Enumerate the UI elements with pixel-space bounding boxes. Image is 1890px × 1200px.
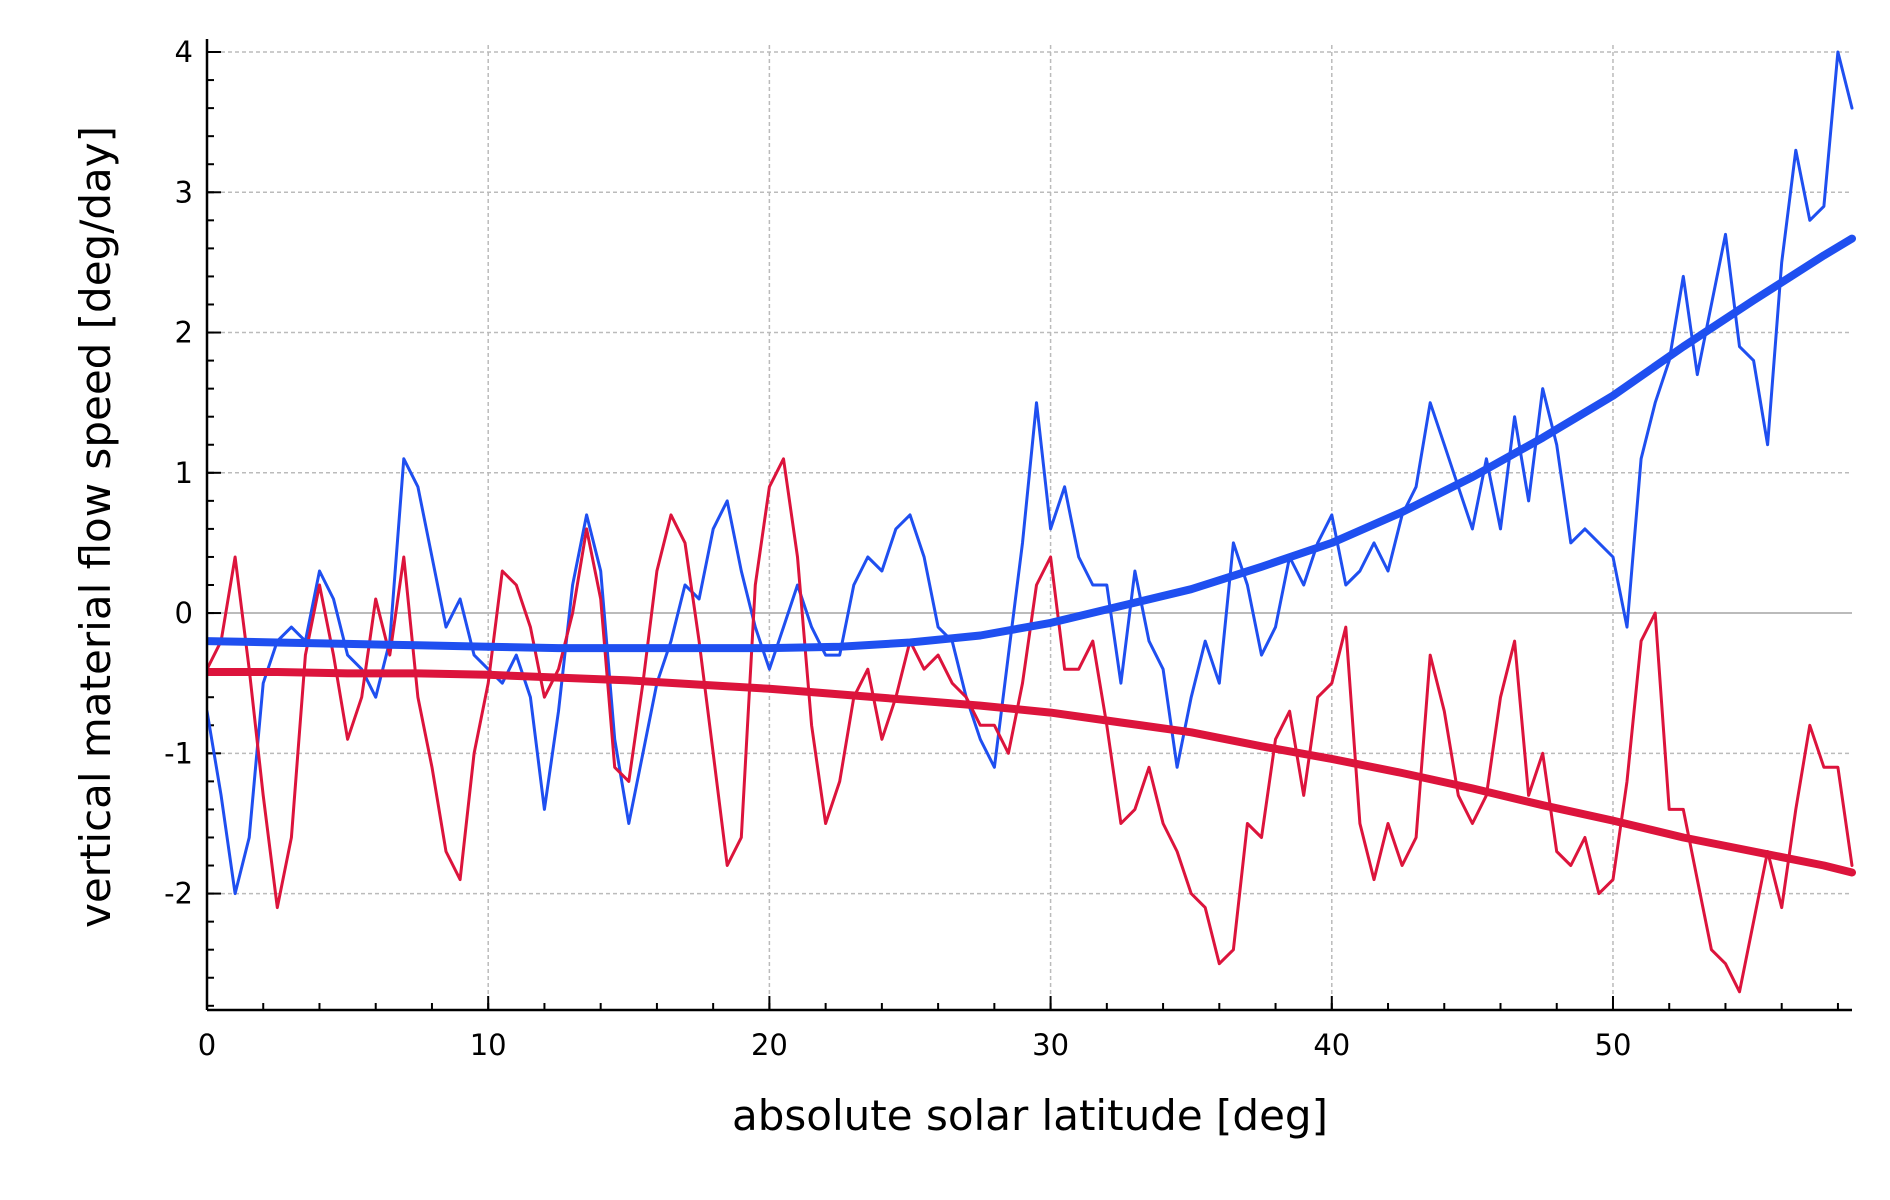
data-line bbox=[207, 457, 1854, 994]
y-tick-label: -1 bbox=[164, 736, 193, 770]
y-tick-label: 3 bbox=[175, 175, 193, 209]
x-tick-label: 30 bbox=[1032, 1028, 1069, 1062]
y-tick-label: 0 bbox=[175, 596, 193, 630]
data-line bbox=[207, 668, 1856, 877]
data-line bbox=[207, 234, 1856, 653]
y-tick-label: 4 bbox=[175, 35, 193, 69]
x-axis-title: absolute solar latitude [deg] bbox=[732, 1091, 1328, 1140]
x-tick-label: 0 bbox=[198, 1028, 216, 1062]
y-tick-label: -2 bbox=[164, 877, 193, 911]
x-tick-label: 50 bbox=[1595, 1028, 1632, 1062]
x-tick-label: 20 bbox=[751, 1028, 788, 1062]
x-tick-label: 40 bbox=[1313, 1028, 1350, 1062]
y-tick-label: 1 bbox=[175, 456, 193, 490]
y-tick-label: 2 bbox=[175, 316, 193, 350]
x-tick-label: 10 bbox=[470, 1028, 507, 1062]
y-axis-title: vertical material flow speed [deg/day] bbox=[71, 126, 120, 928]
data-line bbox=[207, 50, 1854, 896]
